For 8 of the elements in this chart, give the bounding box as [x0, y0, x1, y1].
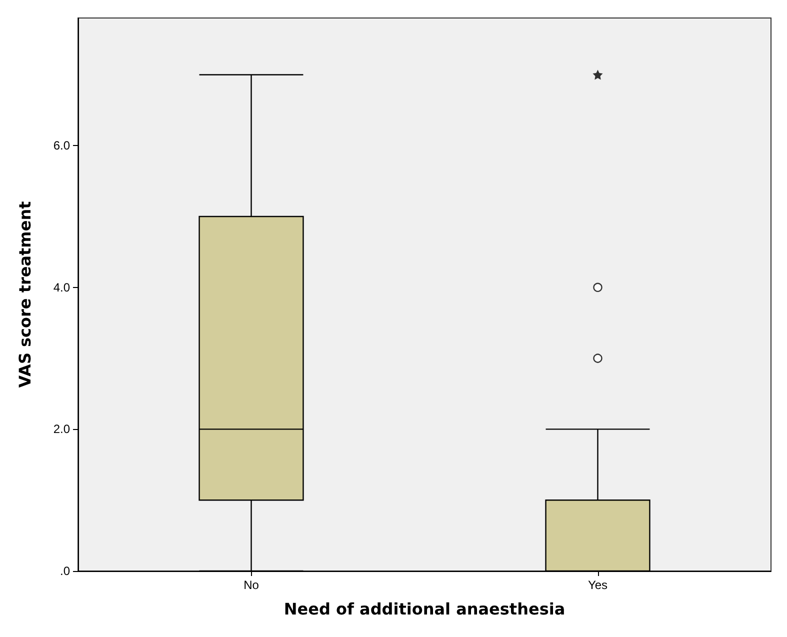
x-tick-label: No: [244, 578, 260, 592]
y-tick-label: 4.0: [53, 280, 70, 294]
y-tick-label: .0: [60, 564, 70, 578]
y-tick-label: 2.0: [53, 422, 70, 436]
x-tick-label: Yes: [588, 578, 608, 592]
y-axis-title: VAS score treatment: [16, 200, 34, 388]
y-tick-label: 6.0: [53, 138, 70, 153]
x-axis-title: Need of additional anaesthesia: [284, 600, 566, 618]
